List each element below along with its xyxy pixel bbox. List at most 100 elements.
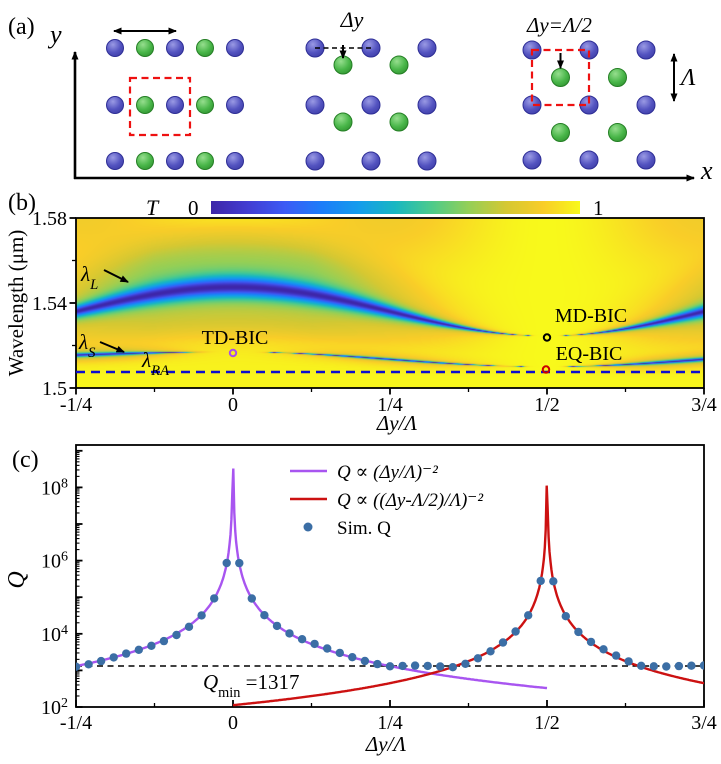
lambda-RA-label: λRA <box>141 348 170 379</box>
lambda-L-arrow <box>103 269 129 283</box>
sim-q-dot <box>486 647 495 656</box>
sim-q-dot <box>410 661 420 670</box>
sim-q-dot <box>109 653 118 662</box>
lambda-L-label: λL <box>80 262 98 293</box>
unit-cell-box-left <box>128 76 192 137</box>
y-tick-label: 1.5 <box>42 378 67 400</box>
period-label: Λ <box>679 65 696 91</box>
sim-q-dot <box>511 627 520 636</box>
blue-particle <box>166 39 184 57</box>
x-tick-label: 1/2 <box>534 712 560 734</box>
sim-q-dot <box>586 637 596 647</box>
md-bic-marker <box>542 333 552 342</box>
x-tick-label: 3/4 <box>691 394 717 416</box>
sim-q-dot <box>76 662 81 671</box>
legend-dot-sim <box>303 522 313 532</box>
y-axis-label: y <box>47 20 62 49</box>
sim-q-dot <box>134 645 143 654</box>
blue-particle <box>636 150 656 170</box>
colorbar <box>211 201 580 214</box>
x-tick-label: 1/4 <box>377 394 403 416</box>
sim-q-dot <box>159 636 169 646</box>
green-particle <box>333 55 353 75</box>
lattice-half-shift <box>522 40 656 170</box>
sim-q-dot <box>247 594 256 603</box>
green-particle <box>136 39 154 57</box>
blue-particle <box>226 96 244 114</box>
sim-q-dot <box>473 654 483 663</box>
green-particle <box>196 39 214 57</box>
sim-q-dot <box>385 662 395 671</box>
blue-particle <box>361 151 381 171</box>
panel-b-frame <box>75 217 705 389</box>
q-min-label: Qmin =1317 <box>203 670 299 701</box>
panel-c-frame <box>75 444 705 708</box>
sim-q-dot <box>649 662 658 671</box>
x-tick-label: 1/4 <box>377 712 403 734</box>
lambda-S-arrow <box>99 341 125 353</box>
sim-q-dot <box>561 612 570 621</box>
td-bic-marker <box>228 348 238 358</box>
green-particle <box>136 152 154 170</box>
x-tick-label: 0 <box>228 712 238 734</box>
sim-q-dot <box>674 661 684 671</box>
blue-particle <box>417 151 437 171</box>
sim-q-dot <box>235 558 244 568</box>
blue-particle <box>636 95 656 115</box>
sim-q-dot <box>436 662 445 671</box>
sim-q-dot <box>461 659 470 668</box>
blue-particle <box>361 95 381 115</box>
sim-q-dot <box>624 657 633 666</box>
sim-q-dot <box>323 644 332 653</box>
unit-cell-box-right <box>530 48 591 107</box>
legend-label-purple: Q ∝ (Δy/Λ)⁻² <box>337 462 438 483</box>
panel-c-label: (c) <box>12 447 39 473</box>
half-shift-label: Δy=Λ/2 <box>526 13 592 37</box>
colorbar-max-label: 1 <box>593 196 604 220</box>
eq-bic-q-curve <box>232 485 704 707</box>
sim-q-dot <box>662 662 671 671</box>
sim-q-dot <box>574 627 583 637</box>
colorbar-min-label: 0 <box>188 196 199 220</box>
panel-c: (c) -1/4 0 1/4 1/2 3/4 108 106 104 102 Q Δy/Λ Qm… <box>4 444 717 756</box>
blue-particle <box>106 39 124 57</box>
green-particle <box>389 112 409 132</box>
sim-q-dot <box>197 611 206 620</box>
green-particle <box>196 152 214 170</box>
sim-q-dot <box>373 659 382 669</box>
sim-q-dot <box>147 641 156 650</box>
blue-particle <box>522 150 542 170</box>
sim-q-dot <box>448 663 457 672</box>
y-tick-label: 102 <box>41 696 68 720</box>
simulated-q-dots <box>76 558 704 672</box>
blue-particle <box>305 151 325 171</box>
blue-particle <box>226 39 244 57</box>
sim-q-dot <box>184 622 194 631</box>
blue-particle <box>166 152 184 170</box>
sim-q-dot <box>498 638 508 647</box>
sim-q-dot <box>549 577 558 586</box>
td-bic-label: TD-BIC <box>202 327 269 349</box>
x-axis-label: x <box>700 156 713 185</box>
y-tick-label: 108 <box>41 476 68 500</box>
sim-q-dot <box>297 635 307 644</box>
transmission-heatmap <box>76 218 704 388</box>
shift-label: Δy <box>340 7 364 32</box>
panel-c-legend: Q ∝ (Δy/Λ)⁻² Q ∝ ((Δy-Λ/2)/Λ)⁻² Sim. Q <box>290 462 483 539</box>
md-bic-label: MD-BIC <box>555 305 627 327</box>
panel-c-plot-area <box>76 468 704 707</box>
blue-particle <box>166 96 184 114</box>
sim-q-dot <box>348 653 357 662</box>
panel-b-y-axis-title: Wavelength (μm) <box>4 230 28 377</box>
sim-q-dot <box>524 611 533 620</box>
lambda-S-label: λS <box>78 330 96 361</box>
panel-b-ticks: -1/4 0 1/4 1/2 3/4 1.58 1.54 1.5 <box>32 208 717 416</box>
blue-particle <box>106 96 124 114</box>
lattice-no-shift <box>106 39 244 170</box>
lattice-small-shift <box>305 38 437 171</box>
sim-q-dot <box>611 651 621 660</box>
x-tick-label: 3/4 <box>691 712 717 734</box>
sim-q-dot <box>310 639 319 649</box>
sim-q-dot <box>360 656 370 666</box>
